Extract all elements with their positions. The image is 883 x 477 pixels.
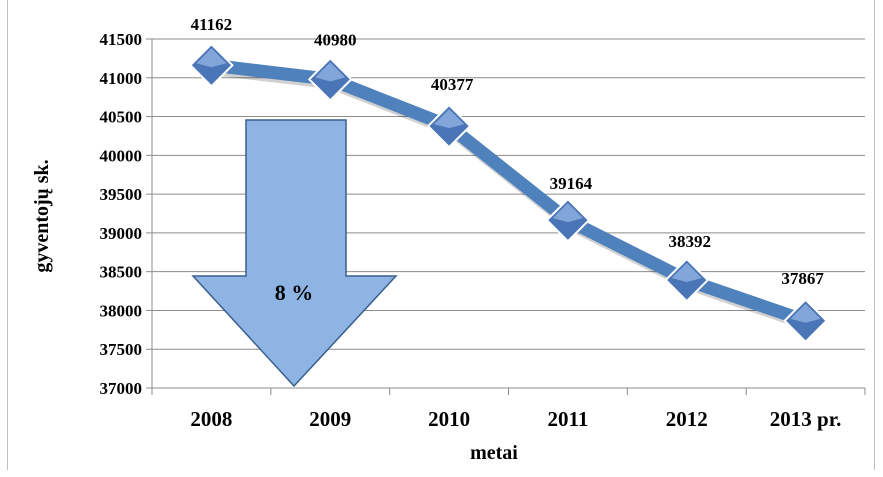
y-tick-label: 41500 (100, 30, 143, 49)
x-tick-label: 2010 (428, 407, 470, 431)
decline-arrow (191, 119, 398, 388)
y-tick-label: 40000 (100, 146, 143, 165)
y-axis-title: gyventojų sk. (31, 159, 53, 272)
data-labels: 41162 40980 40377 39164 38392 37867 (191, 15, 825, 288)
data-label: 39164 (550, 174, 593, 193)
decline-arrow-group: 8 % (191, 119, 398, 388)
x-tick-label: 2011 (547, 407, 588, 431)
data-label: 40377 (431, 75, 474, 94)
y-tick-label: 41000 (100, 69, 143, 88)
y-tick-label: 39000 (100, 224, 143, 243)
axes (146, 38, 866, 395)
data-point-highlight (315, 62, 346, 82)
y-tick-label: 37000 (100, 379, 143, 398)
gridlines (152, 38, 865, 350)
x-tick-label: 2013 pr. (770, 407, 842, 431)
decline-percent-label: 8 % (275, 280, 314, 305)
data-point-highlight (671, 263, 702, 283)
x-tick-label: 2009 (309, 407, 351, 431)
x-axis-title: metai (470, 442, 518, 464)
tick-labels: 37000 37500 38000 38500 39000 39500 40000 40500… (100, 30, 842, 431)
x-tick-label: 2008 (190, 407, 232, 431)
y-tick-label: 37500 (100, 340, 143, 359)
x-tick-label: 2012 (666, 407, 708, 431)
data-point-highlight (552, 203, 583, 223)
data-label: 40980 (314, 30, 357, 49)
data-label: 41162 (191, 15, 233, 34)
y-tick-label: 39500 (100, 185, 143, 204)
data-point-highlight (790, 303, 821, 323)
data-point-highlight (434, 109, 465, 129)
data-label: 37867 (781, 269, 824, 288)
y-tick-label: 40500 (100, 108, 143, 127)
data-label: 38392 (669, 232, 712, 251)
data-point-highlight (196, 48, 227, 68)
y-tick-label: 38500 (100, 263, 143, 282)
chart-frame (7, 0, 875, 470)
series-line-group (189, 42, 828, 344)
y-tick-label: 38000 (100, 301, 143, 320)
